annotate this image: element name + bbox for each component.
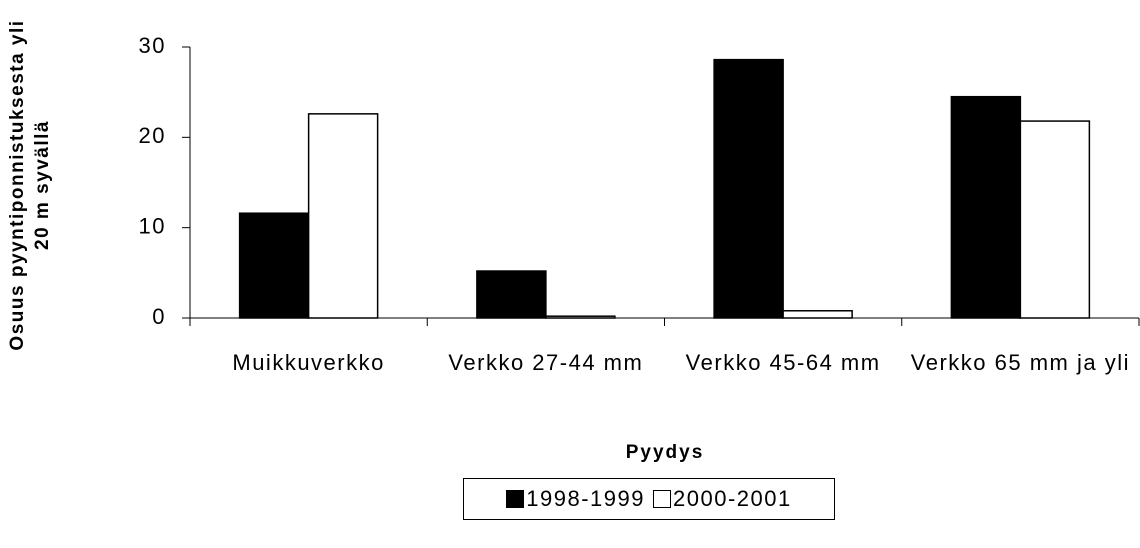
legend-item: 1998-1999: [506, 486, 645, 512]
x-tick-label: Muikkuverkko: [232, 350, 385, 375]
bar: [238, 212, 310, 319]
bar: [307, 113, 379, 319]
y-axis-label: Osuus pyyntiponnistuksesta yli 20 m syvä…: [7, 19, 53, 351]
legend-swatch: [506, 490, 525, 508]
y-tick-label: 20: [139, 123, 166, 148]
legend-label: 2000-2001: [673, 486, 792, 511]
bar: [713, 58, 784, 319]
legend-swatch: [653, 490, 671, 508]
bar: [1019, 120, 1091, 319]
bar: [782, 310, 853, 319]
y-tick-label: 0: [152, 304, 166, 329]
y-tick-label: 10: [139, 213, 166, 238]
legend-item: 2000-2001: [653, 486, 792, 512]
y-tick-label: 30: [139, 33, 166, 58]
bar: [545, 315, 616, 319]
legend: 1998-1999 2000-2001: [463, 478, 835, 520]
bar: [950, 95, 1022, 319]
x-tick-label: Verkko 27-44 mm: [448, 350, 644, 375]
x-tick-label: Verkko 45-64 mm: [685, 350, 881, 375]
bar: [476, 270, 547, 319]
legend-label: 1998-1999: [526, 486, 645, 511]
x-tick-label: Verkko 65 mm ja yli: [910, 350, 1130, 375]
x-axis-label: Pyydys: [625, 442, 705, 463]
